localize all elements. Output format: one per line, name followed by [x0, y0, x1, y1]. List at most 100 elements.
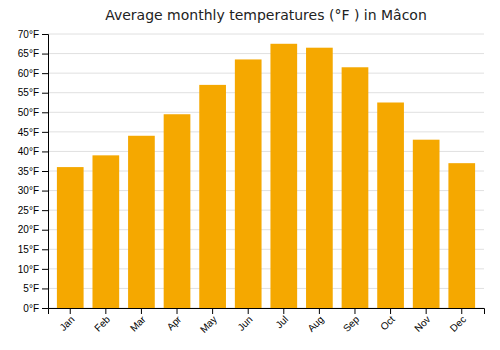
tick-label: 10°F [18, 264, 39, 275]
tick: 45°F [18, 127, 48, 138]
tick-label: Apr [165, 313, 184, 332]
tick-label: May [198, 314, 219, 335]
tick: 20°F [18, 224, 48, 235]
tick-mark [42, 93, 48, 94]
tick-label: 5°F [23, 283, 39, 294]
tick-mark [70, 308, 71, 314]
bar [377, 103, 404, 309]
tick: 60°F [18, 68, 48, 79]
tick: 65°F [18, 48, 48, 59]
tick: 55°F [18, 87, 48, 98]
tick-label: 20°F [18, 224, 39, 235]
tick: Apr [165, 308, 184, 332]
tick-label: Aug [305, 314, 325, 334]
tick-mark [390, 308, 391, 314]
tick-mark [426, 308, 427, 314]
bar [235, 59, 262, 308]
tick: Oct [378, 308, 397, 332]
tick: 0°F [23, 303, 48, 314]
tick: 10°F [18, 264, 48, 275]
tick-mark [42, 132, 48, 133]
tick-label: 25°F [18, 205, 39, 216]
tick-label: Sep [341, 313, 362, 334]
tick: 70°F [18, 29, 48, 40]
tick: 50°F [18, 107, 48, 118]
tick: Mar [128, 308, 148, 334]
tick-label: 35°F [18, 166, 39, 177]
tick-label: Feb [92, 313, 112, 333]
tick: Jan [57, 308, 76, 333]
grid-line [48, 112, 484, 113]
tick: Sep [341, 308, 362, 334]
tick-label: Jan [57, 314, 76, 333]
tick: Nov [412, 308, 432, 334]
x-axis: Jan Feb Mar Apr May Jun Jul Aug Sep Oct Nov Dec [49, 308, 485, 335]
bar [128, 136, 155, 308]
grid-line [48, 34, 484, 35]
tick-label: 40°F [18, 146, 39, 157]
tick-mark [42, 54, 48, 55]
tick: Feb [92, 308, 112, 334]
tick-mark [248, 308, 249, 314]
tick-mark [212, 308, 213, 314]
plot: 0°F 5°F 10°F 15°F 20°F 25°F 30°F 35°F 40°F 45°F 50… [18, 29, 485, 335]
tick-label: Nov [412, 314, 432, 334]
tick: 40°F [18, 146, 48, 157]
tick-mark [42, 34, 48, 35]
tick-mark [42, 308, 48, 309]
tick-mark [319, 308, 320, 314]
bar [199, 85, 226, 308]
tick-label: 45°F [18, 127, 39, 138]
tick-mark [141, 308, 142, 314]
bar [164, 114, 191, 308]
axis-line [49, 309, 485, 315]
tick-label: 60°F [18, 68, 39, 79]
tick-label: Jun [235, 314, 254, 333]
bar [57, 167, 84, 308]
axis-line [42, 35, 49, 309]
tick-label: Jul [273, 314, 290, 331]
tick: May [198, 308, 219, 335]
tick-mark [42, 73, 48, 74]
tick-mark [461, 308, 462, 314]
tick-mark [177, 308, 178, 314]
tick-label: Dec [448, 314, 468, 334]
tick-label: 50°F [18, 107, 39, 118]
bar [342, 67, 369, 308]
tick-mark [42, 269, 48, 270]
tick-mark [42, 288, 48, 289]
bar [270, 44, 297, 308]
bar [92, 155, 119, 308]
tick-mark [42, 151, 48, 152]
tick: 5°F [23, 283, 48, 294]
grid-line [48, 73, 484, 74]
chart: 0°F 5°F 10°F 15°F 20°F 25°F 30°F 35°F 40°F 45°F 50… [0, 0, 500, 350]
tick-mark [42, 230, 48, 231]
tick-label: 0°F [23, 303, 39, 314]
tick-label: 70°F [18, 29, 39, 40]
grid-line [48, 92, 484, 93]
tick-mark [42, 112, 48, 113]
tick-label: Oct [378, 314, 397, 333]
bar [306, 48, 333, 308]
tick-mark [42, 249, 48, 250]
tick: 35°F [18, 166, 48, 177]
bar [448, 163, 475, 308]
tick: 15°F [18, 244, 48, 255]
tick: Dec [448, 308, 468, 334]
tick: 30°F [18, 185, 48, 196]
grid-line [48, 53, 484, 54]
tick-mark [42, 210, 48, 211]
tick: 25°F [18, 205, 48, 216]
tick-mark [42, 171, 48, 172]
tick-label: Mar [128, 313, 148, 333]
tick-mark [283, 308, 284, 314]
tick-mark [42, 191, 48, 192]
grid [48, 34, 484, 308]
y-axis: 0°F 5°F 10°F 15°F 20°F 25°F 30°F 35°F 40°F 45°F 50… [18, 29, 49, 314]
tick-label: 65°F [18, 48, 39, 59]
tick: Jun [235, 308, 254, 333]
tick-label: 15°F [18, 244, 39, 255]
bars [57, 44, 475, 308]
bar [413, 140, 440, 308]
